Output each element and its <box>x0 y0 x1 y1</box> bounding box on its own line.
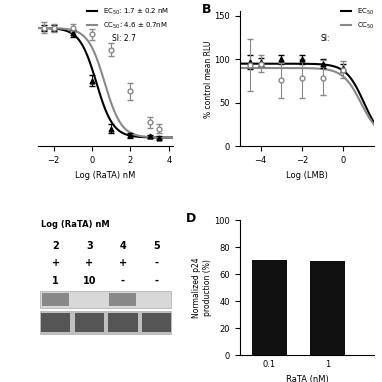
Legend: EC$_{50}$, CC$_{50}$: EC$_{50}$, CC$_{50}$ <box>338 4 378 34</box>
Text: 10: 10 <box>83 276 96 286</box>
Y-axis label: % control mean RLU: % control mean RLU <box>204 40 213 118</box>
X-axis label: Log (LMB): Log (LMB) <box>286 170 328 180</box>
Text: 5: 5 <box>153 241 160 251</box>
Text: 4: 4 <box>120 241 126 251</box>
Text: -: - <box>155 276 159 286</box>
Text: 1: 1 <box>52 276 59 286</box>
Y-axis label: Normalized p24
production (%): Normalized p24 production (%) <box>192 257 212 318</box>
Text: Log (RaTA) nM: Log (RaTA) nM <box>41 220 110 230</box>
FancyBboxPatch shape <box>110 293 136 306</box>
FancyBboxPatch shape <box>142 313 171 332</box>
Legend: EC$_{50}$: 1.7 ± 0.2 nM, CC$_{50}$: 4.6 ± 0.7nM: EC$_{50}$: 1.7 ± 0.2 nM, CC$_{50}$: 4.6 … <box>84 4 172 34</box>
Bar <box>310 261 345 355</box>
Text: SI: 2.7: SI: 2.7 <box>112 34 136 43</box>
Text: -: - <box>121 276 125 286</box>
FancyBboxPatch shape <box>40 311 171 334</box>
FancyBboxPatch shape <box>40 291 171 308</box>
Text: 3: 3 <box>86 241 93 251</box>
Text: 2: 2 <box>52 241 59 251</box>
FancyBboxPatch shape <box>74 313 104 332</box>
FancyBboxPatch shape <box>41 313 70 332</box>
Text: +: + <box>85 258 93 268</box>
Text: B: B <box>202 3 212 16</box>
FancyBboxPatch shape <box>108 313 138 332</box>
Text: +: + <box>52 258 60 268</box>
X-axis label: Log (RaTA) nM: Log (RaTA) nM <box>75 170 136 180</box>
Text: +: + <box>119 258 127 268</box>
X-axis label: RaTA (nM): RaTA (nM) <box>286 375 329 382</box>
Bar <box>252 259 286 355</box>
FancyBboxPatch shape <box>42 293 69 306</box>
Text: D: D <box>186 212 196 225</box>
Text: SI:: SI: <box>320 34 330 43</box>
Text: -: - <box>155 258 159 268</box>
